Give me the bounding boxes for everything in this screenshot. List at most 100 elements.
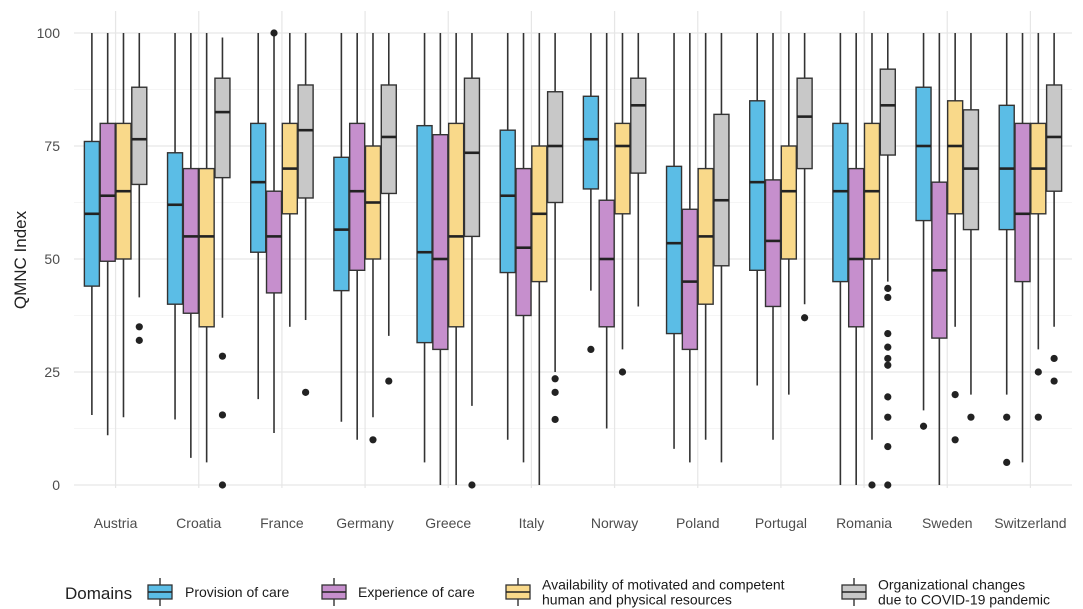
outlier-point [618, 368, 627, 376]
outlier-point [884, 361, 892, 369]
x-tick-label: Romania [836, 515, 892, 531]
box [832, 122, 849, 283]
y-tick-label: 75 [44, 138, 60, 154]
y-tick-label: 100 [37, 25, 61, 41]
box [214, 77, 231, 179]
y-axis-title: QMNC Index [11, 210, 30, 309]
outlier-point [1050, 377, 1058, 385]
outlier-point [468, 481, 476, 489]
legend-label: Experience of care [358, 584, 475, 600]
outlier-point [967, 413, 975, 421]
outlier-point [218, 411, 227, 419]
outlier-point [951, 391, 959, 399]
box [447, 122, 465, 328]
box [432, 133, 449, 351]
outlier-point [1034, 368, 1042, 376]
x-tick-label: Norway [591, 515, 638, 531]
box [1014, 122, 1031, 283]
box [598, 199, 615, 328]
legend: Domains Provision of care Experience of c… [65, 577, 1050, 608]
outlier-point [868, 481, 876, 489]
outlier-point [884, 481, 892, 489]
outlier-point [551, 375, 559, 383]
box [582, 95, 600, 190]
x-tick-label: Poland [676, 515, 720, 531]
outlier-point [801, 314, 809, 322]
outlier-point [884, 293, 892, 302]
outlier-point [884, 354, 892, 363]
box [665, 165, 683, 335]
x-axis: Austria Croatia France Germany Greece Italy No… [94, 515, 1067, 531]
box [847, 167, 865, 328]
y-tick-label: 25 [44, 364, 60, 380]
y-tick-label: 0 [52, 477, 60, 493]
outlier-point [135, 323, 143, 331]
box [463, 77, 481, 238]
y-axis: 0 25 50 75 100 [37, 25, 61, 493]
plot-area [83, 29, 1063, 489]
outlier-point [884, 284, 892, 292]
outlier-point [884, 329, 892, 338]
box [297, 84, 314, 199]
box [166, 152, 184, 305]
box [614, 122, 631, 215]
x-tick-label: Sweden [922, 515, 973, 531]
box [931, 181, 948, 339]
outlier-point [551, 388, 559, 396]
x-tick-label: Austria [94, 515, 138, 531]
box [380, 84, 397, 195]
box [198, 167, 215, 328]
box [182, 167, 200, 314]
box [515, 167, 532, 317]
outlier-point [951, 436, 959, 444]
y-tick-label: 50 [44, 251, 60, 267]
box [946, 100, 964, 215]
box [780, 145, 798, 260]
outlier-point [884, 442, 892, 451]
x-tick-label: France [260, 515, 304, 531]
outlier-point [369, 436, 377, 444]
legend-label: Provision of care [185, 584, 289, 600]
outlier-point [1003, 458, 1011, 466]
box [749, 100, 766, 272]
box [131, 86, 148, 186]
outlier-point [270, 29, 278, 37]
box [499, 129, 516, 274]
x-tick-label: Greece [425, 515, 471, 531]
outlier-point [135, 336, 143, 344]
box [333, 156, 350, 292]
legend-label: human and physical resources [542, 592, 732, 608]
outlier-point [884, 413, 892, 421]
x-tick-label: Croatia [176, 515, 221, 531]
box [796, 77, 813, 170]
box [416, 124, 433, 344]
box [348, 122, 366, 271]
x-tick-label: Italy [519, 515, 545, 531]
outlier-point [884, 343, 892, 351]
outlier-point [302, 388, 310, 396]
box [250, 122, 267, 253]
outlier-point [1003, 413, 1011, 421]
box [630, 77, 647, 174]
legend-label: Availability of motivated and competent [542, 577, 785, 593]
box [915, 86, 932, 222]
box [681, 208, 699, 351]
x-tick-label: Portugal [755, 515, 807, 531]
x-tick-label: Switzerland [994, 515, 1066, 531]
outlier-point [218, 352, 227, 360]
outlier-point [218, 481, 227, 489]
legend-label: Organizational changes [878, 577, 1025, 593]
outlier-point [919, 422, 928, 430]
outlier-point [1034, 413, 1042, 421]
legend-title: Domains [65, 584, 132, 603]
legend-label: due to COVID-19 pandemic [878, 592, 1050, 608]
box [265, 190, 283, 294]
x-tick-label: Germany [336, 515, 394, 531]
outlier-point [884, 393, 892, 401]
box [879, 68, 896, 156]
box [713, 113, 730, 267]
outlier-point [551, 415, 559, 424]
box [99, 122, 116, 262]
outlier-point [385, 377, 393, 385]
